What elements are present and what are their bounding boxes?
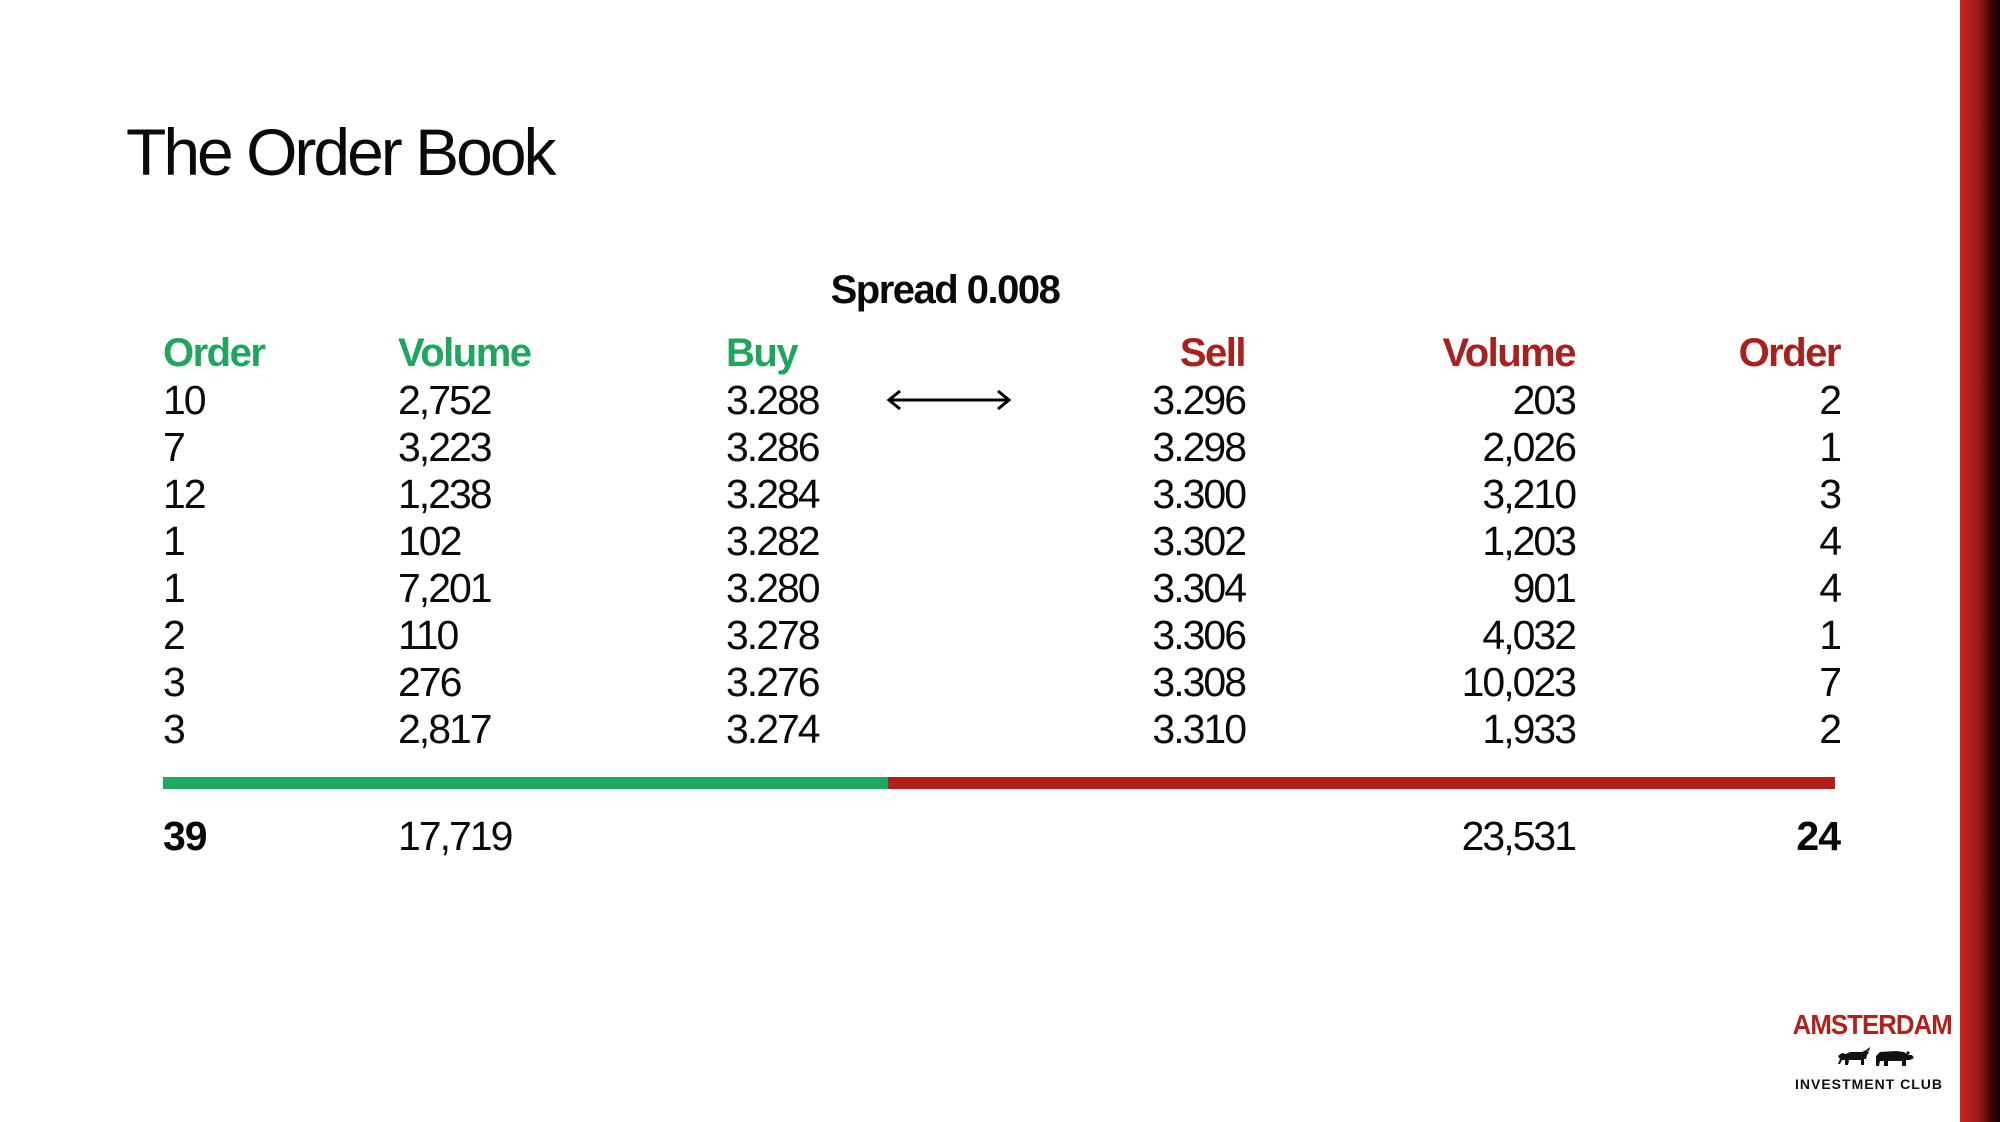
sell-order-count: 3 (1819, 471, 1842, 517)
bull-bear-icon (1838, 1047, 1914, 1066)
buy-order-count: 2 (163, 612, 186, 658)
sell-volume: 3,210 (1482, 471, 1577, 517)
spread-label: Spread 0.008 (830, 268, 1061, 312)
sell-order-count: 2 (1819, 706, 1842, 752)
buy-price: 3.284 (726, 471, 821, 517)
buy-volume: 276 (398, 659, 462, 705)
table-row: 10 2,752 3.288 3.296 203 2 (160, 377, 1842, 424)
buy-side-bar (163, 777, 888, 789)
sell-volume: 2,026 (1482, 424, 1577, 470)
buy-volume: 2,752 (398, 377, 493, 423)
total-sell-volume: 23,531 (1461, 813, 1577, 859)
buy-volume: 3,223 (398, 424, 493, 470)
logo-subtitle: INVESTMENT CLUB (1795, 1076, 1943, 1092)
bull-icon (1838, 1047, 1870, 1065)
totals-row: 39 17,719 23,531 24 (160, 813, 1841, 860)
buy-price: 3.280 (726, 565, 821, 611)
buy-order-count: 12 (163, 471, 207, 517)
buy-order-count: 1 (163, 565, 186, 611)
sell-volume: 203 (1512, 377, 1577, 423)
sell-price: 3.310 (1152, 706, 1247, 752)
sell-order-count: 2 (1819, 377, 1842, 423)
sell-side-bar (888, 777, 1835, 789)
sell-volume: 901 (1512, 565, 1577, 611)
table-row: 7 3,223 3.286 3.298 2,026 1 (160, 424, 1842, 471)
buy-volume: 2,817 (398, 706, 493, 752)
table-row: 1 102 3.282 3.302 1,203 4 (160, 518, 1842, 565)
sell-price: 3.300 (1152, 471, 1247, 517)
buy-order-count: 3 (163, 659, 186, 705)
header-sell-volume: Volume (1442, 331, 1576, 375)
buy-volume: 1,238 (398, 471, 493, 517)
header-buy-order: Order (163, 331, 266, 375)
table-row: 2 110 3.278 3.306 4,032 1 (160, 612, 1842, 659)
sell-volume: 1,933 (1482, 706, 1577, 752)
sell-volume: 4,032 (1482, 612, 1577, 658)
sell-volume: 1,203 (1482, 518, 1577, 564)
buy-order-count: 10 (163, 377, 207, 423)
order-book-table: Order Volume Buy Sell Volume Order 10 2,… (160, 330, 1842, 860)
sell-price: 3.306 (1152, 612, 1247, 658)
buy-price: 3.288 (726, 377, 821, 423)
buy-order-count: 3 (163, 706, 186, 752)
table-row: 3 276 3.276 3.308 10,023 7 (160, 659, 1842, 706)
header-buy-price: Buy (726, 331, 799, 375)
sell-order-count: 4 (1819, 518, 1842, 564)
sell-order-count: 4 (1819, 565, 1842, 611)
buy-volume: 110 (398, 612, 459, 658)
header-buy-volume: Volume (398, 331, 532, 375)
sell-price: 3.298 (1152, 424, 1247, 470)
page-title: The Order Book (126, 115, 557, 189)
total-buy-orders: 39 (163, 813, 208, 859)
sell-order-count: 7 (1819, 659, 1842, 705)
buy-price: 3.274 (726, 706, 821, 752)
sell-price: 3.308 (1152, 659, 1247, 705)
buy-price: 3.286 (726, 424, 821, 470)
buy-price: 3.282 (726, 518, 821, 564)
table-row: 12 1,238 3.284 3.300 3,210 3 (160, 471, 1842, 518)
sell-price: 3.304 (1152, 565, 1247, 611)
sell-price: 3.302 (1152, 518, 1247, 564)
sell-order-count: 1 (1819, 424, 1842, 470)
buy-volume: 102 (398, 518, 462, 564)
bear-icon (1876, 1051, 1914, 1066)
sell-price: 3.296 (1152, 377, 1247, 423)
club-logo: AMSTERDAM INVESTMENT CLUB (1786, 1008, 1953, 1094)
buy-volume: 7,201 (398, 565, 493, 611)
header-sell-order: Order (1738, 331, 1842, 375)
logo-name: AMSTERDAM (1792, 1009, 1953, 1040)
header-sell-price: Sell (1179, 331, 1247, 375)
total-sell-orders: 24 (1796, 813, 1841, 859)
table-header-row: Order Volume Buy Sell Volume Order (160, 330, 1842, 377)
double-arrow-icon (886, 389, 1012, 411)
total-buy-volume: 17,719 (398, 813, 513, 859)
sell-volume: 10,023 (1461, 659, 1577, 705)
buy-price: 3.278 (726, 612, 821, 658)
buy-sell-divider (160, 777, 1840, 789)
sell-order-count: 1 (1819, 612, 1842, 658)
buy-price: 3.276 (726, 659, 821, 705)
buy-order-count: 1 (163, 518, 186, 564)
edge-accent-bar (1960, 0, 2000, 1122)
table-row: 3 2,817 3.274 3.310 1,933 2 (160, 706, 1842, 753)
buy-order-count: 7 (163, 424, 186, 470)
table-row: 1 7,201 3.280 3.304 901 4 (160, 565, 1842, 612)
